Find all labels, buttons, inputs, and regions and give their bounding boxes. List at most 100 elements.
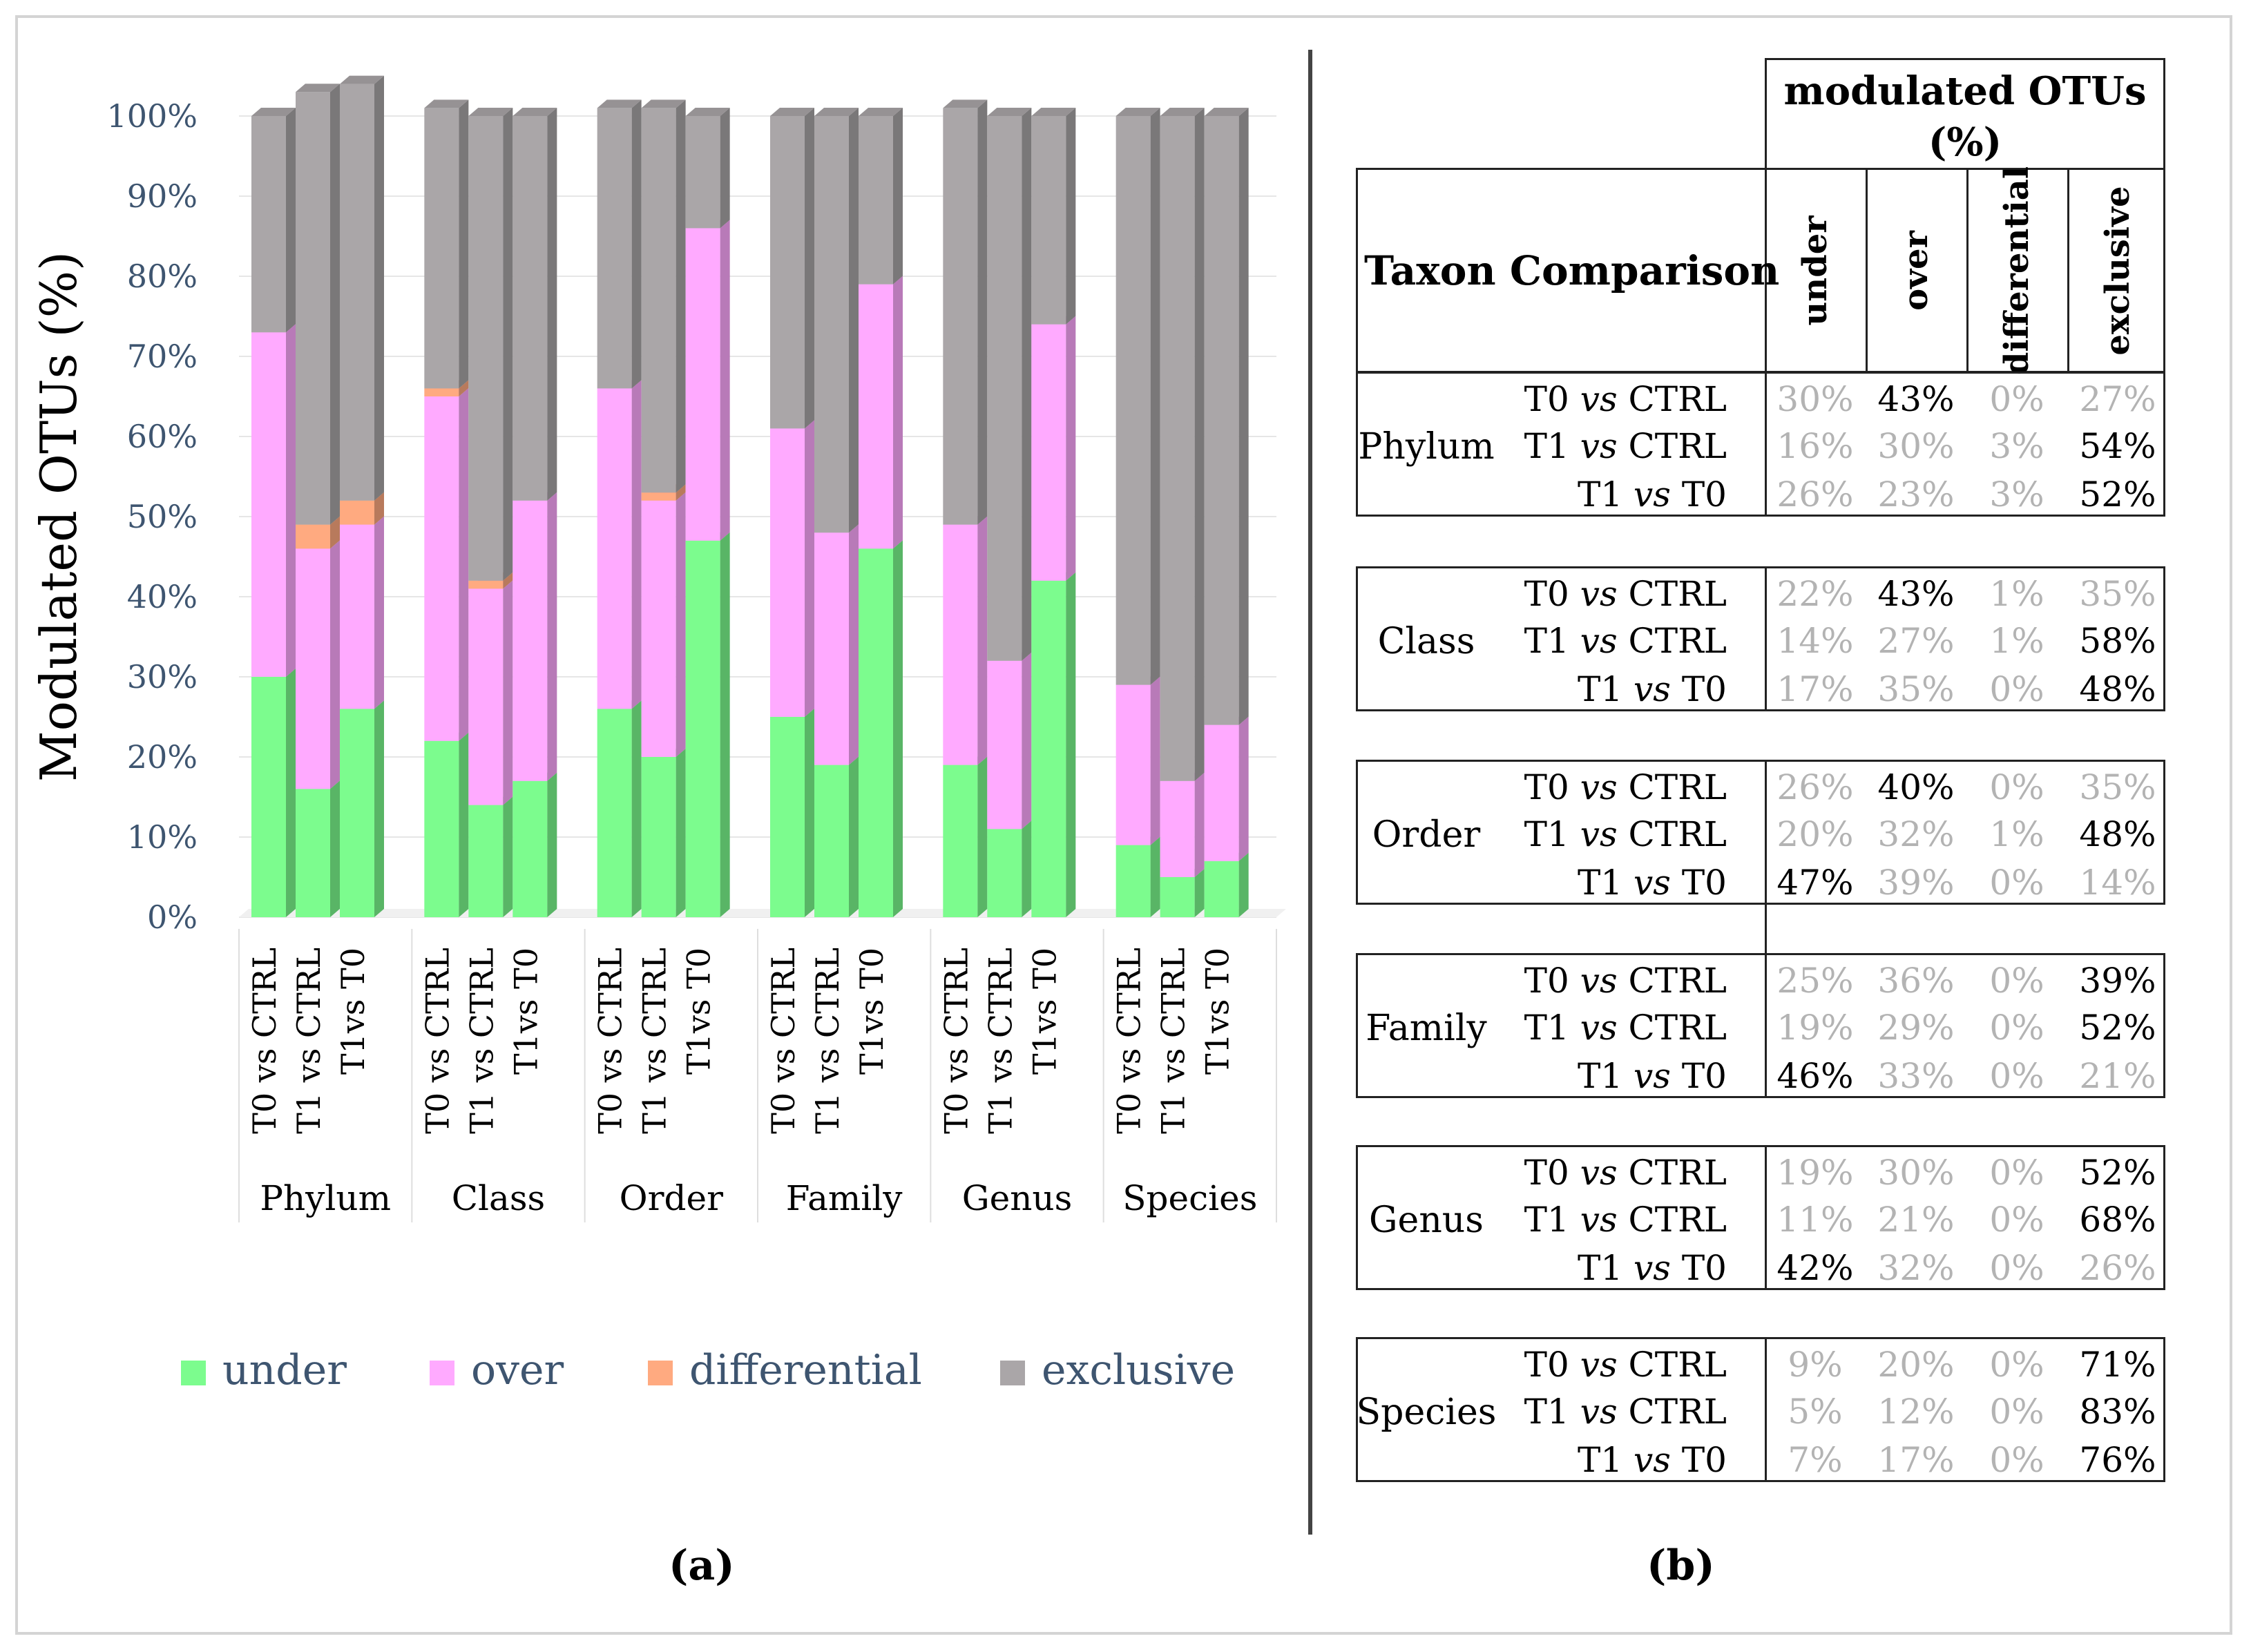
- header-col-vline: [2067, 168, 2069, 373]
- table-value-differential: 0%: [1989, 1200, 2044, 1240]
- table-value-over: 32%: [1877, 814, 1955, 854]
- table-value-differential: 1%: [1989, 814, 2044, 854]
- bar-segment-under: [468, 796, 513, 917]
- comparison-right: T0: [1670, 474, 1727, 515]
- column-header-under: under: [1796, 215, 1835, 326]
- group-vline: [1765, 1337, 1767, 1482]
- table-value-exclusive: 54%: [2079, 426, 2156, 466]
- table-value-differential: 0%: [1989, 1248, 2044, 1288]
- comparison-left: T0: [1524, 767, 1580, 807]
- comparison-label: T1 vs T0: [1578, 1439, 1727, 1481]
- table-value-exclusive: 35%: [2079, 767, 2156, 807]
- table-value-under: 42%: [1776, 1248, 1854, 1288]
- table-value-differential: 3%: [1989, 474, 2044, 515]
- table-value-over: 29%: [1877, 1008, 1955, 1048]
- table-value-exclusive: 35%: [2079, 574, 2156, 614]
- x-group-label: Class: [452, 1178, 545, 1218]
- table-value-differential: 1%: [1989, 574, 2044, 614]
- comparison-vs: vs: [1634, 669, 1671, 709]
- y-tick-label: 30%: [127, 658, 198, 695]
- table-value-differential: 0%: [1989, 1345, 2044, 1385]
- table-value-under: 11%: [1776, 1200, 1854, 1240]
- comparison-vs: vs: [1634, 1440, 1671, 1480]
- table-value-under: 19%: [1776, 1008, 1854, 1048]
- comparison-right: CTRL: [1617, 426, 1727, 466]
- comparison-right: CTRL: [1617, 574, 1727, 614]
- table-value-over: 43%: [1877, 574, 1955, 614]
- comparison-left: T1: [1524, 1200, 1580, 1240]
- table-value-exclusive: 58%: [2079, 621, 2156, 661]
- bar-segment-exclusive: [859, 108, 903, 285]
- table-value-under: 26%: [1776, 474, 1854, 515]
- comparison-right: T0: [1670, 1056, 1727, 1096]
- table-value-differential: 0%: [1989, 1392, 2044, 1432]
- x-category-label: T1 vs CTRL: [981, 948, 1019, 1134]
- comparison-right: T0: [1670, 669, 1727, 709]
- bar-segment-under: [987, 820, 1032, 917]
- table-value-differential: 0%: [1989, 379, 2044, 419]
- y-axis-label: Modulated OTUs (%): [30, 251, 88, 782]
- bar-segment-over: [1160, 772, 1205, 877]
- bar-segment-under: [814, 756, 859, 917]
- bar-segment-over: [513, 492, 557, 781]
- table-value-exclusive: 52%: [2079, 1008, 2156, 1048]
- stacked-bar-chart: 0% 10% 20% 30% 40% 50% 60% 70% 80% 90% 100% Modulat…: [30, 75, 1286, 1394]
- comparison-left: T1: [1577, 1440, 1634, 1480]
- comparison-right: T0: [1670, 863, 1727, 903]
- group-vline: [1765, 566, 1767, 711]
- table-value-over: 32%: [1877, 1248, 1955, 1288]
- table-value-under: 47%: [1776, 863, 1854, 903]
- bar-segment-exclusive: [814, 108, 859, 533]
- table-value-over: 20%: [1877, 1345, 1955, 1385]
- x-category-label: T0 vs CTRL: [1111, 948, 1148, 1134]
- bar-segment-exclusive: [251, 108, 296, 333]
- table-value-exclusive: 27%: [2079, 379, 2156, 419]
- bar-segment-over: [1204, 716, 1249, 861]
- x-category-label: T1vs T0: [507, 948, 544, 1075]
- comparison-right: T0: [1670, 1440, 1727, 1480]
- comparison-left: T0: [1524, 574, 1580, 614]
- figure-frame: [15, 15, 2232, 1635]
- group-box-order: [1356, 760, 2165, 905]
- bar-segment-under: [424, 732, 469, 917]
- comparison-right: CTRL: [1617, 767, 1727, 807]
- table-value-differential: 0%: [1989, 1056, 2044, 1096]
- connector-vline: [1765, 903, 1767, 955]
- taxon-label: Genus: [1369, 1200, 1484, 1241]
- table-value-exclusive: 52%: [2079, 1153, 2156, 1193]
- comparison-left: T1: [1524, 426, 1580, 466]
- comparison-left: T1: [1577, 669, 1634, 709]
- table-value-differential: 0%: [1989, 1008, 2044, 1048]
- table-value-under: 16%: [1776, 426, 1854, 466]
- bar-segment-under: [513, 772, 557, 917]
- comparison-vs: vs: [1580, 379, 1618, 419]
- header-top-title: modulated OTUs (%): [1783, 68, 2147, 165]
- comparison-vs: vs: [1580, 1200, 1618, 1240]
- bar-segment-exclusive: [513, 108, 557, 501]
- bar-segment-over: [468, 580, 513, 805]
- bar-segment-exclusive: [296, 84, 340, 525]
- bar-segment-under: [641, 749, 686, 917]
- bar-segment-under: [943, 756, 988, 917]
- table-value-over: 39%: [1877, 863, 1955, 903]
- x-group-label: Phylum: [260, 1178, 391, 1218]
- comparison-label: T0 vs CTRL: [1524, 573, 1727, 615]
- comparison-vs: vs: [1580, 1008, 1618, 1048]
- header-vline: [1765, 168, 1767, 373]
- bar-segment-exclusive: [1115, 108, 1160, 685]
- group-box-genus: [1356, 1145, 2165, 1290]
- x-category-label: T1vs T0: [680, 948, 718, 1075]
- table-value-differential: 0%: [1989, 863, 2044, 903]
- bar-segment-under: [340, 700, 384, 917]
- group-box-phylum: [1356, 372, 2165, 517]
- column-header-over: over: [1897, 231, 1935, 311]
- bar-segment-exclusive: [1031, 108, 1076, 325]
- table-value-under: 20%: [1776, 814, 1854, 854]
- comparison-right: CTRL: [1617, 1153, 1727, 1193]
- table-value-exclusive: 83%: [2079, 1392, 2156, 1432]
- comparison-right: CTRL: [1617, 1008, 1727, 1048]
- bar-segment-exclusive: [641, 99, 686, 493]
- group-vline: [1765, 372, 1767, 517]
- bar-segment-over: [943, 516, 988, 765]
- panel-divider: [1308, 50, 1312, 1535]
